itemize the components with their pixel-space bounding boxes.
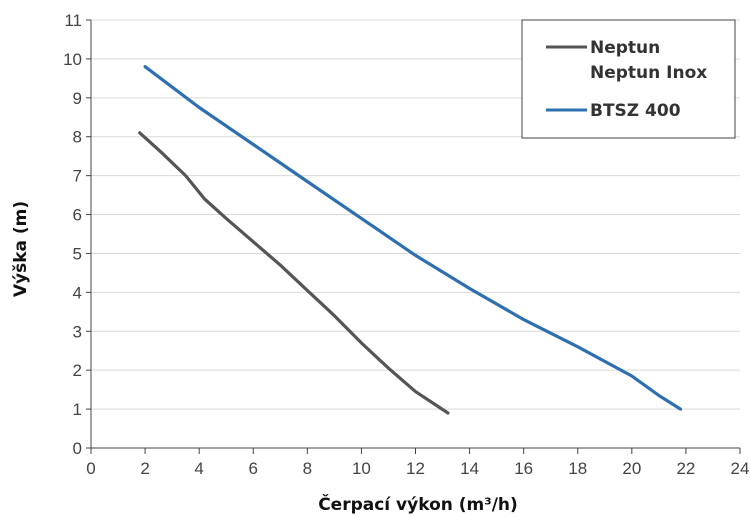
y-tick-label-11: 11: [64, 11, 82, 30]
y-tick-label-10: 10: [63, 50, 82, 69]
x-tick-label-24: 24: [731, 459, 750, 478]
y-tick-label-9: 9: [73, 89, 82, 108]
legend-label-neptun-inox: Neptun Inox: [590, 63, 707, 83]
x-tick-label-22: 22: [676, 459, 695, 478]
y-tick-label-0: 0: [73, 439, 82, 458]
legend-box: [521, 19, 736, 139]
x-tick-label-2: 2: [140, 459, 149, 478]
x-tick-label-8: 8: [303, 459, 312, 478]
x-tick-label-16: 16: [514, 459, 533, 478]
x-tick-label-10: 10: [352, 459, 371, 478]
y-tick-label-3: 3: [73, 322, 82, 341]
series-line-neptun: [138, 131, 450, 415]
y-tick-label-8: 8: [73, 128, 82, 147]
series-line-btsz-400: [143, 65, 683, 411]
y-tick-label-5: 5: [73, 244, 82, 263]
x-tick-label-4: 4: [194, 459, 203, 478]
x-tick-labels: 0 2 4 6 8 10 12 14 16 18 20 22 24: [86, 459, 749, 478]
x-tick-label-6: 6: [249, 459, 258, 478]
series-lines: [138, 65, 683, 415]
x-tick-label-0: 0: [86, 459, 95, 478]
y-tick-labels: 0 1 2 3 4 5 6 7 8 9 10 11: [63, 11, 82, 458]
x-tick-label-14: 14: [460, 459, 479, 478]
x-axis-title: Čerpací výkon (m³/h): [318, 493, 518, 515]
x-tick-label-12: 12: [406, 459, 425, 478]
axes: [86, 19, 741, 454]
y-axis-title: Výška (m): [11, 201, 31, 297]
y-tick-label-7: 7: [73, 167, 82, 186]
y-tick-label-6: 6: [73, 206, 82, 225]
y-tick-label-4: 4: [73, 283, 82, 302]
legend: Neptun Neptun Inox BTSZ 400: [521, 19, 736, 139]
x-tick-label-20: 20: [622, 459, 641, 478]
y-tick-label-2: 2: [73, 361, 82, 380]
y-tick-label-1: 1: [73, 400, 82, 419]
x-tick-label-18: 18: [568, 459, 587, 478]
legend-label-neptun: Neptun: [590, 38, 660, 58]
legend-label-btsz-400: BTSZ 400: [590, 101, 681, 121]
